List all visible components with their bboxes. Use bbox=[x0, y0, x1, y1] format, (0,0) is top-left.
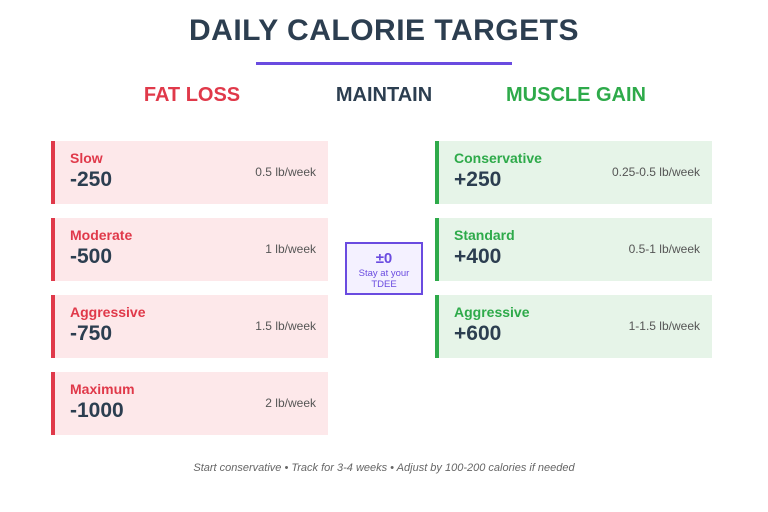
option-name: Standard bbox=[454, 227, 515, 243]
option-card: Moderate -500 1 lb/week bbox=[51, 218, 328, 281]
option-card: Aggressive +600 1-1.5 lb/week bbox=[435, 295, 712, 358]
maintain-box: ±0 Stay at your TDEE bbox=[345, 242, 423, 295]
option-card: Maximum -1000 2 lb/week bbox=[51, 372, 328, 435]
option-name: Aggressive bbox=[454, 304, 530, 320]
option-rate: 0.5-1 lb/week bbox=[628, 242, 700, 256]
footer: Start conservative • Track for 3-4 weeks… bbox=[193, 462, 575, 474]
option-card: Conservative +250 0.25-0.5 lb/week bbox=[435, 141, 712, 204]
option-name: Conservative bbox=[454, 150, 542, 166]
option-name: Slow bbox=[70, 150, 103, 166]
column-heading: MUSCLE GAIN bbox=[506, 84, 646, 106]
option-rate: 0.5 lb/week bbox=[255, 165, 316, 179]
option-card: Standard +400 0.5-1 lb/week bbox=[435, 218, 712, 281]
option-card: Slow -250 0.5 lb/week bbox=[51, 141, 328, 204]
column-heading: FAT LOSS bbox=[143, 84, 241, 106]
option-value: +400 bbox=[454, 245, 502, 268]
option-name: Maximum bbox=[70, 381, 135, 397]
option-value: -750 bbox=[70, 322, 113, 345]
title-underline bbox=[256, 62, 512, 65]
option-rate: 1 lb/week bbox=[265, 242, 316, 256]
option-name: Aggressive bbox=[70, 304, 146, 320]
option-value: +600 bbox=[454, 322, 502, 345]
column-heading: MAINTAIN bbox=[335, 84, 433, 106]
option-value: -250 bbox=[70, 168, 113, 191]
option-rate: 1-1.5 lb/week bbox=[628, 319, 700, 333]
maintain-note: Stay at your TDEE bbox=[358, 268, 410, 290]
option-value: +250 bbox=[454, 168, 502, 191]
option-card: Aggressive -750 1.5 lb/week bbox=[51, 295, 328, 358]
maintain-value: ±0 bbox=[375, 250, 393, 267]
title: DAILY CALORIE TARGETS bbox=[189, 14, 579, 47]
option-value: -500 bbox=[70, 245, 113, 268]
option-rate: 0.25-0.5 lb/week bbox=[611, 165, 700, 179]
option-name: Moderate bbox=[70, 227, 133, 243]
option-value: -1000 bbox=[70, 399, 124, 422]
option-rate: 2 lb/week bbox=[265, 396, 316, 410]
option-rate: 1.5 lb/week bbox=[255, 319, 316, 333]
